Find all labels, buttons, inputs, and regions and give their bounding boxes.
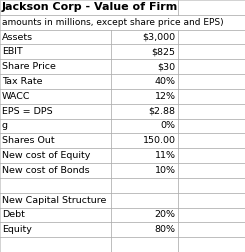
Text: WACC: WACC xyxy=(2,92,30,101)
Text: Shares Out: Shares Out xyxy=(2,136,55,145)
Text: 80%: 80% xyxy=(155,225,176,234)
Text: $825: $825 xyxy=(152,47,176,56)
Text: Share Price: Share Price xyxy=(2,62,56,71)
Text: $30: $30 xyxy=(158,62,176,71)
Text: EPS = DPS: EPS = DPS xyxy=(2,107,53,116)
Text: 10%: 10% xyxy=(155,166,176,175)
Text: New cost of Equity: New cost of Equity xyxy=(2,151,90,160)
Text: 0%: 0% xyxy=(161,121,176,131)
Text: 150.00: 150.00 xyxy=(143,136,176,145)
Text: 40%: 40% xyxy=(155,77,176,86)
Text: Tax Rate: Tax Rate xyxy=(2,77,42,86)
Text: $3,000: $3,000 xyxy=(143,33,176,42)
Text: 11%: 11% xyxy=(155,151,176,160)
Text: g: g xyxy=(2,121,8,131)
Text: EBIT: EBIT xyxy=(2,47,23,56)
Text: 12%: 12% xyxy=(155,92,176,101)
Text: Jackson Corp - Value of Firm: Jackson Corp - Value of Firm xyxy=(2,3,178,12)
Text: Assets: Assets xyxy=(2,33,33,42)
Text: New cost of Bonds: New cost of Bonds xyxy=(2,166,90,175)
Text: Debt: Debt xyxy=(2,210,25,219)
Text: $2.88: $2.88 xyxy=(149,107,176,116)
Text: 20%: 20% xyxy=(155,210,176,219)
Text: New Capital Structure: New Capital Structure xyxy=(2,196,106,205)
Text: amounts in millions, except share price and EPS): amounts in millions, except share price … xyxy=(2,18,224,27)
Text: Equity: Equity xyxy=(2,225,32,234)
